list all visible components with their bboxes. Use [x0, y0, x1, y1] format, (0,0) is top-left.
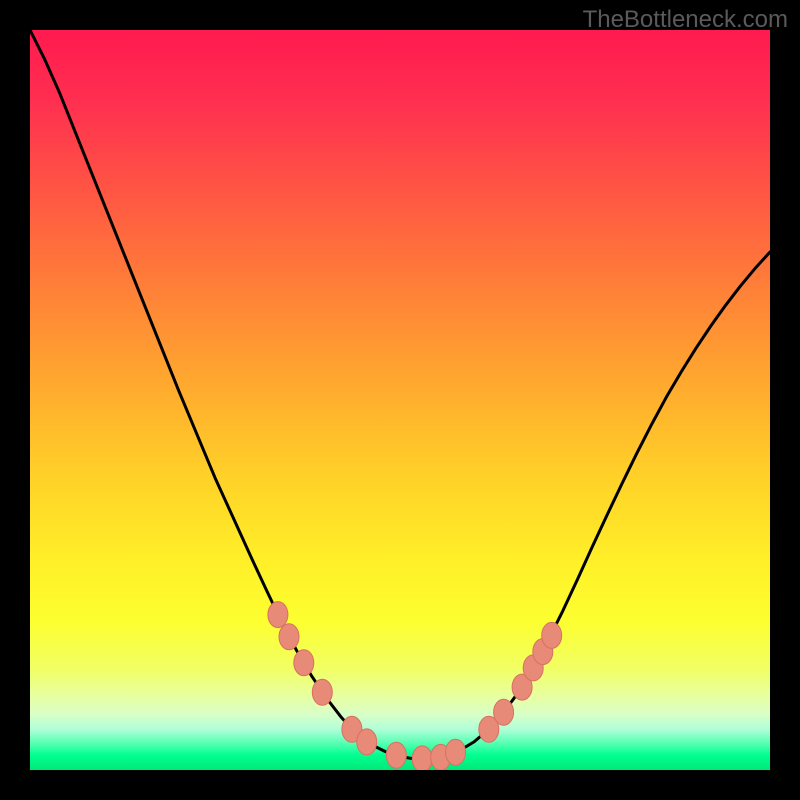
- marker-point: [446, 739, 466, 765]
- watermark-text: TheBottleneck.com: [583, 6, 788, 34]
- marker-point: [279, 624, 299, 650]
- marker-point: [542, 622, 562, 648]
- chart-svg: [30, 30, 770, 770]
- marker-point: [494, 699, 514, 725]
- marker-point: [386, 742, 406, 768]
- plot-area: [30, 30, 770, 770]
- marker-point: [412, 746, 432, 770]
- marker-point: [312, 679, 332, 705]
- marker-point: [357, 729, 377, 755]
- marker-point: [294, 650, 314, 676]
- marker-point: [268, 602, 288, 628]
- chart-background: [30, 30, 770, 770]
- chart-container: TheBottleneck.com: [0, 0, 800, 800]
